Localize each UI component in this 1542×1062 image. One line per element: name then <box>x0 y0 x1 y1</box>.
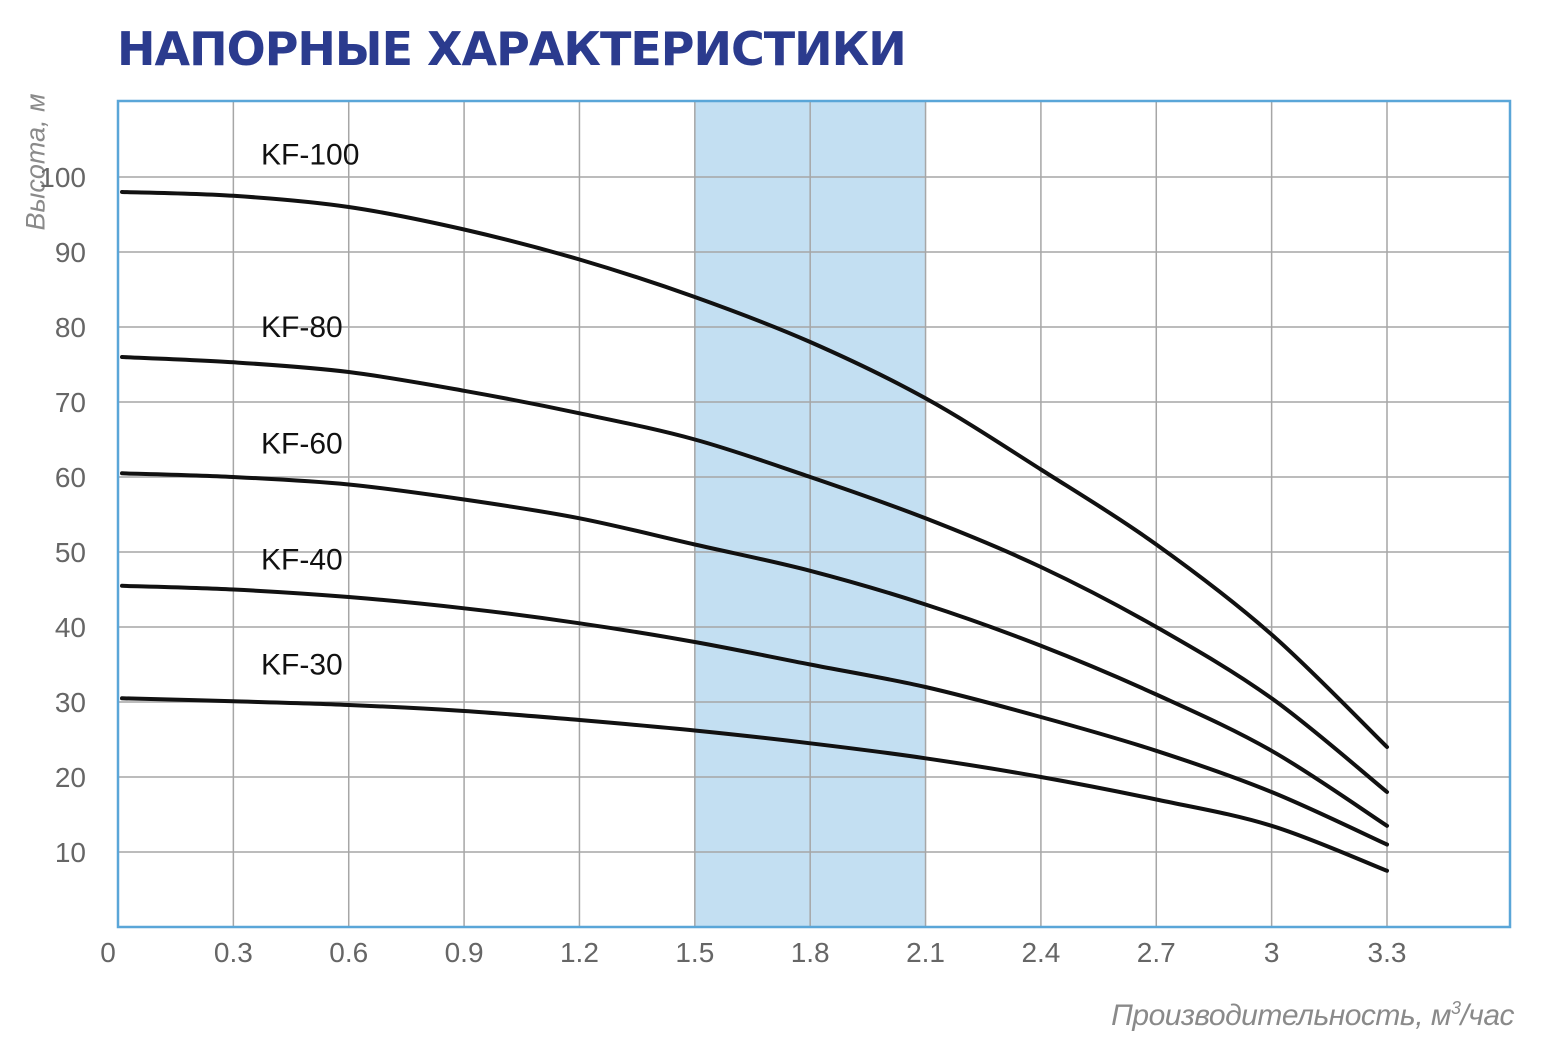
frame-layer <box>116 99 1512 929</box>
y-tick-label: 10 <box>55 837 86 868</box>
series-line-kf-30 <box>120 696 1389 873</box>
x-tick-label: 2.4 <box>1021 937 1060 968</box>
series-line-kf-80 <box>120 355 1389 794</box>
y-tick-label: 90 <box>55 237 86 268</box>
series-label-kf-80: KF-80 <box>261 311 343 344</box>
x-tick-label: 1.5 <box>675 937 714 968</box>
x-tick-label: 2.1 <box>906 937 945 968</box>
y-tick-label: 70 <box>55 387 86 418</box>
chart-title: НАПОРНЫЕ ХАРАКТЕРИСТИКИ <box>117 22 907 76</box>
series-line-kf-40 <box>120 583 1389 847</box>
x-axis-label-text: Производительность, м <box>1111 999 1451 1032</box>
x-tick-label: 1.8 <box>791 937 830 968</box>
x-tick-label: 3.3 <box>1368 937 1407 968</box>
plot-frame <box>116 99 1512 929</box>
series-line-kf-100 <box>120 190 1389 749</box>
x-tick-label: 2.7 <box>1137 937 1176 968</box>
x-axis-label-sup: 3 <box>1450 998 1461 1018</box>
series-label-kf-60: KF-60 <box>261 427 343 460</box>
x-tick-label: 0.9 <box>445 937 484 968</box>
x-axis-label: Производительность, м3/час <box>1111 998 1514 1033</box>
x-tick-labels: 0 0.3 0.6 0.9 1.2 1.5 1.8 2.1 2.4 2.7 3 3.3 <box>100 937 1406 968</box>
series-label-kf-40: KF-40 <box>261 544 343 577</box>
series-labels: KF-100 KF-80 KF-60 KF-40 KF-30 <box>261 139 359 682</box>
x-tick-label: 3 <box>1264 937 1280 968</box>
series-line-kf-60 <box>120 471 1389 828</box>
x-tick-label: 0.3 <box>214 937 253 968</box>
y-tick-label: 60 <box>55 462 86 493</box>
y-tick-label: 20 <box>55 762 86 793</box>
x-tick-label: 0.6 <box>329 937 368 968</box>
y-tick-label: 40 <box>55 612 86 643</box>
y-tick-label: 50 <box>55 537 86 568</box>
series-layer <box>120 190 1389 873</box>
series-label-kf-100: KF-100 <box>261 139 359 172</box>
series-label-kf-30: KF-30 <box>261 649 343 682</box>
x-tick-label: 1.2 <box>560 937 599 968</box>
y-tick-label: 30 <box>55 687 86 718</box>
y-tick-label: 100 <box>39 162 86 193</box>
y-tick-label: 80 <box>55 312 86 343</box>
x-tick-label: 0 <box>100 937 116 968</box>
x-axis-label-suffix: /час <box>1460 999 1514 1032</box>
y-tick-labels: 10 20 30 40 50 60 70 80 90 100 <box>39 162 86 868</box>
